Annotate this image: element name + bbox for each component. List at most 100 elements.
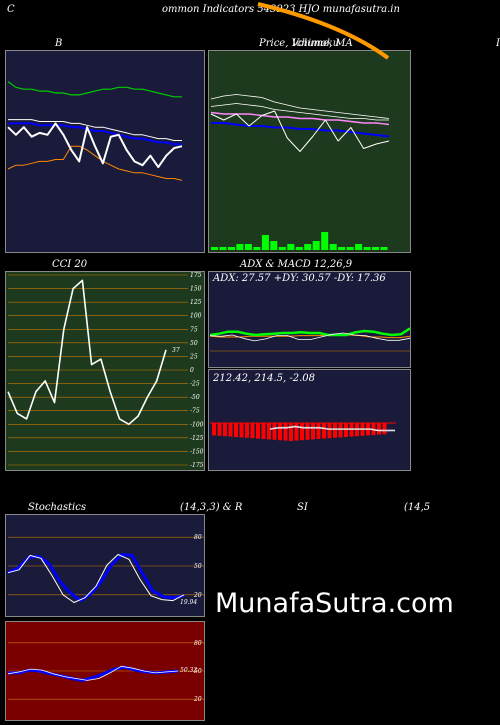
stoch-tick-label: 80 [194,534,202,541]
stoch-title-right: SI [297,502,308,513]
stoch-k-line [7,553,185,603]
stoch-d-line [7,554,185,603]
macd-histogram-bar [283,423,288,441]
volume-bar [329,244,337,250]
macd-histogram-bar [256,423,260,439]
macd-histogram-bar [344,423,348,437]
rsi-tick-label: 80 [194,640,202,647]
macd-histogram-bar [217,423,222,436]
macd-histogram-bar [223,423,227,437]
macd-histogram-bar [316,423,321,439]
cci-tick-label: -75 [190,408,200,415]
cci-tick-label: 0 [190,367,194,374]
cci-tick-label: 150 [190,286,202,293]
volume-bar [228,247,235,250]
header-right-letter: I [496,38,500,49]
cci-value-label: 37 [172,347,180,354]
rsi-tick-label: 50 [194,668,202,675]
macd-histogram-bar [250,423,255,439]
stoch-panel [5,514,205,617]
macd-histogram-bar [212,423,216,436]
bollinger-title: B [55,38,63,49]
volume-bar [236,244,244,250]
stoch-tick-label: 50 [194,563,202,570]
volume-bar [244,244,252,250]
header-left-letter: C [7,4,15,15]
adx-panel [208,271,411,368]
volume-bar [278,247,286,250]
stoch-title-mid: (14,3,3) & R [180,502,243,513]
macd-histogram-bar [300,423,304,441]
macd-histogram-bar [245,423,249,438]
macd-histogram-bar [234,423,238,437]
volume-bar [372,247,379,250]
stoch-title-far: (14,5 [404,502,431,513]
cci-tick-label: 25 [189,353,198,360]
price-panel [208,50,411,253]
volume-bar [295,247,303,250]
bollinger-series-2 [8,122,182,146]
bollinger-series-0 [7,81,182,98]
volume-bar [253,247,261,250]
stoch-tick-label: 20 [193,592,202,599]
price-series-4 [210,110,390,152]
price-series-0 [210,94,390,119]
cci-tick-label: 175 [190,272,202,279]
bollinger-series-4 [7,122,183,169]
macd-histogram-bar [377,423,381,435]
cci-tick-label: -100 [190,421,204,428]
macd-histogram-bar [228,423,233,437]
volume-bar [338,247,346,250]
stoch-title-left: Stochastics [28,502,86,513]
volume-bar [270,241,278,250]
volume-bar [304,244,312,250]
macd-histogram-bar [239,423,244,438]
macd-histogram-bar [338,423,343,438]
volume-bar [380,247,388,250]
macd-histogram-bar [267,423,271,440]
volume-bar [363,247,371,250]
cci-tick-label: -175 [190,462,204,469]
macd-histogram-bar [278,423,282,441]
price-title-overlap: Ichimoku [292,38,340,49]
volume-bar [312,241,320,250]
bollinger-series-3 [7,145,183,181]
macd-histogram-bar [311,423,315,440]
volume-bar [355,244,363,250]
stoch-value-label: 19.94 [180,599,197,606]
minus-di-line [209,332,411,342]
rsi-value-label: 50.32 [180,667,197,674]
adx-readout: ADX: 27.57 +DY: 30.57 -DY: 17.36 [213,273,386,284]
bollinger-series-1 [8,119,182,141]
cci-tick-label: -150 [190,448,204,455]
macd-histogram-bar [294,423,299,441]
cci-tick-label: -25 [190,381,200,388]
volume-bar [321,232,329,250]
watermark: MunafaSutra.com [215,588,454,619]
cci-tick-label: -50 [190,394,200,401]
macd-line [269,426,395,432]
cci-tick-label: 125 [190,299,202,306]
cci-line [7,279,167,426]
adx-macd-title: ADX & MACD 12,26,9 [240,259,353,270]
volume-bar [211,247,218,250]
macd-histogram-bar [333,423,337,438]
price-series-1 [210,103,389,121]
macd-histogram-bar [261,423,266,439]
volume-bar [287,244,295,250]
header-swoosh [257,2,390,60]
macd-histogram-bar [305,423,310,440]
cci-tick-label: 50 [190,340,198,347]
macd-signal-line [269,425,395,431]
rsi-tick-label: 20 [193,696,202,703]
macd-histogram-bar [382,423,387,435]
price-series-3 [211,122,390,138]
volume-bar [346,247,354,250]
macd-histogram-bar [289,423,293,441]
volume-bar [219,247,227,250]
macd-panel [208,369,411,471]
macd-histogram-bar [327,423,332,439]
macd-histogram-bar [272,423,277,440]
adx-line [209,334,411,339]
